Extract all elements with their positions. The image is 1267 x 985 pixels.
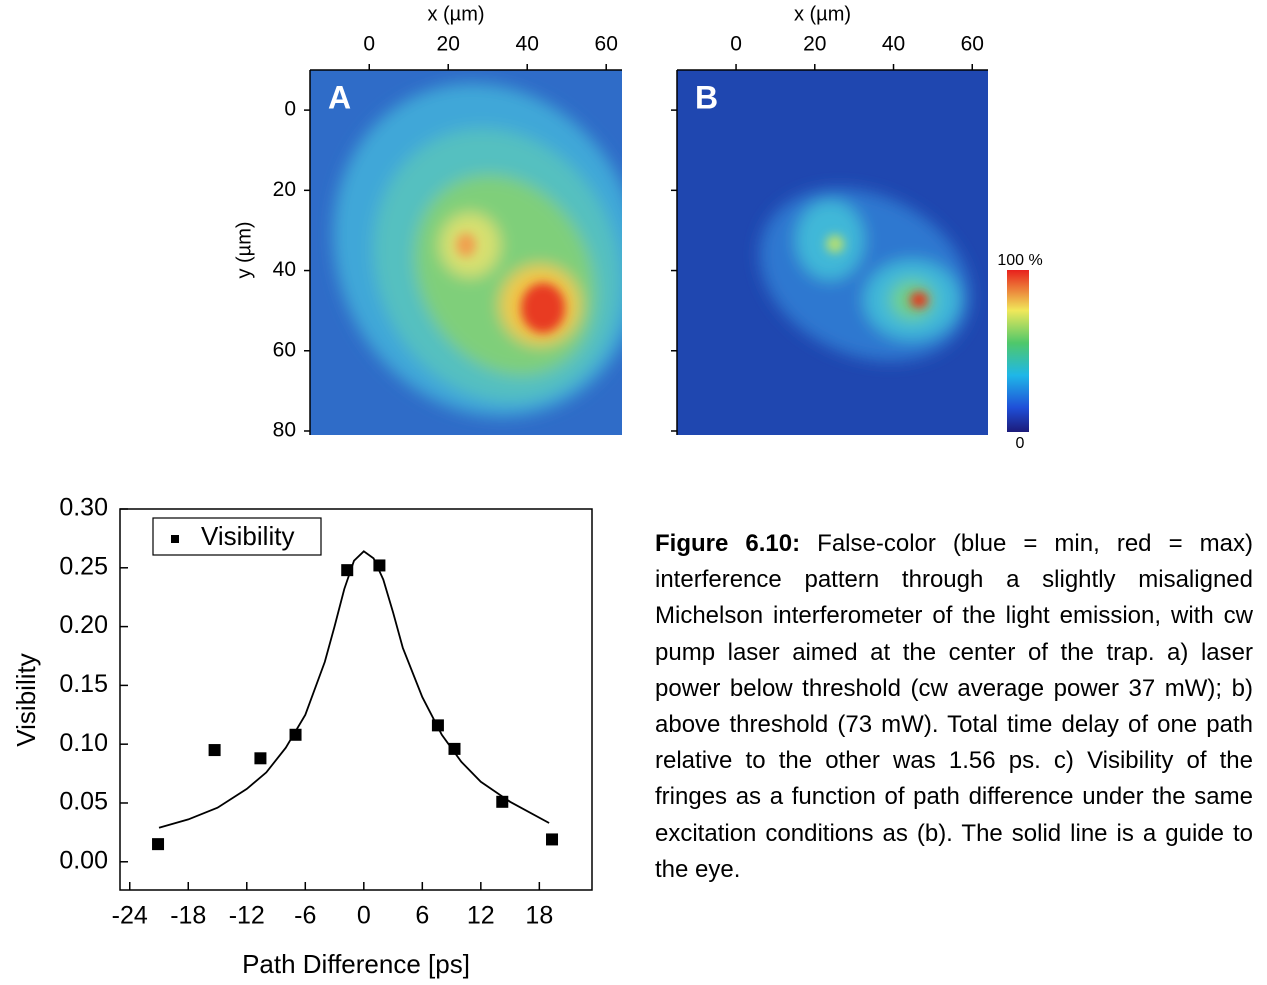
x-tick-label: 40 bbox=[516, 33, 539, 56]
data-point bbox=[546, 833, 558, 845]
legend-label: Visibility bbox=[201, 521, 294, 551]
x-tick-label: 20 bbox=[803, 33, 826, 56]
legend-marker bbox=[171, 535, 179, 543]
y-tick-label: 0.15 bbox=[59, 670, 108, 698]
y-tick-label: 0.25 bbox=[59, 552, 108, 580]
x-tick-label: 60 bbox=[595, 33, 618, 56]
y-tick-label: 60 bbox=[273, 338, 296, 361]
x-tick-label: -24 bbox=[112, 902, 148, 930]
page: 0204060020406080x (µm)y (µm)A0204060x (µ… bbox=[0, 0, 1267, 985]
y-tick-label: 20 bbox=[273, 178, 296, 201]
panel-label: B bbox=[695, 79, 718, 115]
caption: Figure 6.10: False-color (blue = min, re… bbox=[655, 526, 1253, 888]
colorbar-label: 100 % bbox=[997, 252, 1042, 269]
x-axis-title: Path Difference [ps] bbox=[242, 949, 470, 979]
y-axis-title: Visibility bbox=[11, 653, 41, 746]
y-axis-title: y (µm) bbox=[233, 221, 255, 278]
x-tick-label: 60 bbox=[961, 33, 984, 56]
x-tick-label: 12 bbox=[467, 902, 495, 930]
data-point bbox=[254, 752, 266, 764]
colorbar bbox=[1007, 270, 1029, 432]
caption-text: False-color (blue = min, red = max) inte… bbox=[655, 530, 1253, 883]
colorbar-label: 0 bbox=[1016, 435, 1025, 452]
x-axis-title: x (µm) bbox=[794, 3, 851, 25]
x-axis-title: x (µm) bbox=[427, 3, 484, 25]
fit-line bbox=[159, 551, 549, 827]
panel-label: A bbox=[328, 79, 351, 115]
x-tick-label: 0 bbox=[357, 902, 371, 930]
y-tick-label: 0.00 bbox=[59, 846, 108, 874]
y-tick-label: 0.05 bbox=[59, 788, 108, 816]
caption-label: Figure 6.10: bbox=[655, 530, 800, 557]
y-tick-label: 0.10 bbox=[59, 729, 108, 757]
heatmap-image-b bbox=[677, 70, 999, 435]
y-tick-label: 80 bbox=[273, 419, 296, 442]
x-tick-label: 40 bbox=[882, 33, 905, 56]
x-tick-label: 20 bbox=[437, 33, 460, 56]
x-tick-label: 6 bbox=[415, 902, 429, 930]
data-point bbox=[152, 838, 164, 850]
data-point bbox=[209, 744, 221, 756]
x-tick-label: 18 bbox=[525, 902, 553, 930]
x-tick-label: 0 bbox=[730, 33, 742, 56]
y-tick-label: 0.20 bbox=[59, 611, 108, 639]
y-tick-label: 40 bbox=[273, 258, 296, 281]
x-tick-label: 0 bbox=[363, 33, 375, 56]
x-tick-label: -18 bbox=[170, 902, 206, 930]
data-point bbox=[496, 796, 508, 808]
plot-frame bbox=[120, 509, 592, 890]
y-tick-label: 0.30 bbox=[59, 494, 108, 522]
x-tick-label: -12 bbox=[229, 902, 265, 930]
x-tick-label: -6 bbox=[294, 902, 316, 930]
y-tick-label: 0 bbox=[284, 98, 296, 121]
